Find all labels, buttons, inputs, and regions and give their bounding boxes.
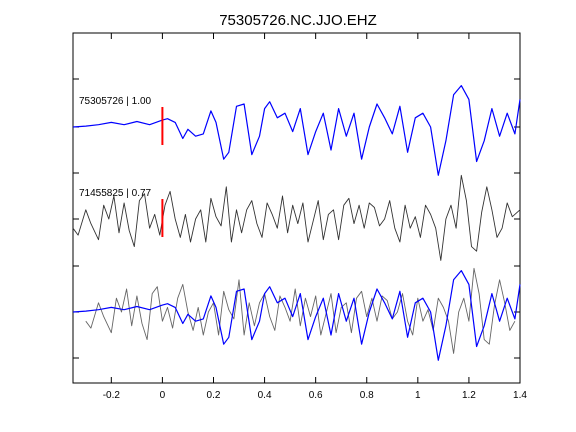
trace-2-line	[72, 174, 521, 261]
traces-layer: 75305726 | 1.00 71455825 | 0.77	[72, 84, 521, 361]
overlay-trace-1-line	[72, 270, 521, 361]
overlay-trace-2-line	[85, 267, 516, 354]
x-axis-ticks: -0.2 0 0.2 0.4 0.6 0.8 1 1.2 1.4	[103, 33, 527, 401]
x-tick-label: 1	[415, 390, 421, 401]
plot-frame	[72, 32, 521, 384]
x-tick-label: 1.2	[462, 390, 476, 401]
trace-2-label: 71455825 | 0.77	[79, 188, 152, 199]
x-tick-label: 0.8	[360, 390, 374, 401]
trace-1-line	[72, 84, 521, 176]
x-tick-label: 0	[160, 390, 166, 401]
x-tick-label: 0.6	[309, 390, 323, 401]
x-tick-label: 1.4	[513, 390, 527, 401]
x-tick-label: 0.4	[258, 390, 272, 401]
x-tick-label: -0.2	[103, 390, 121, 401]
x-tick-label: 0.2	[207, 390, 221, 401]
chart-title: 75305726.NC.JJO.EHZ	[219, 12, 377, 29]
trace-1-label: 75305726 | 1.00	[79, 96, 152, 107]
